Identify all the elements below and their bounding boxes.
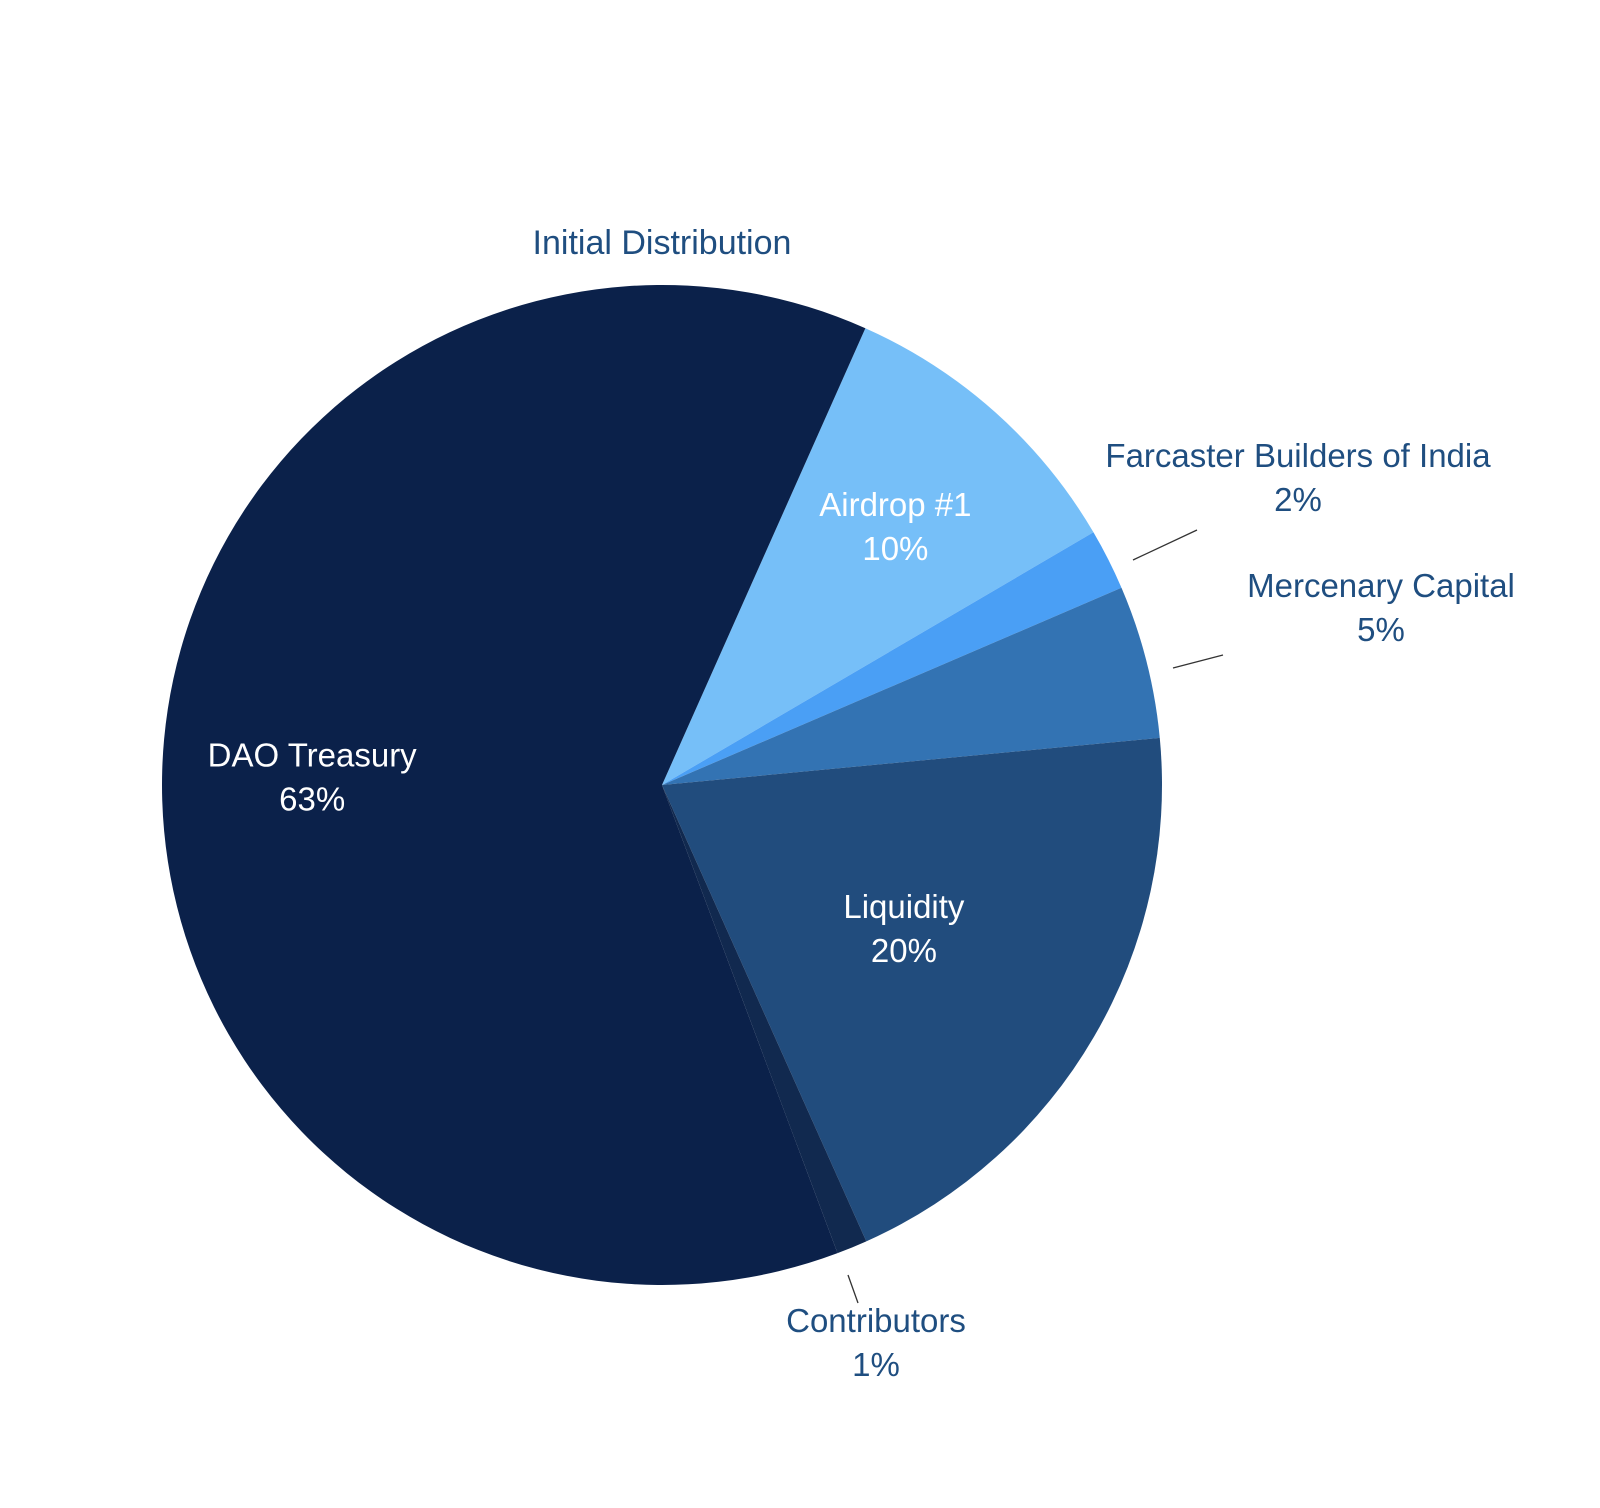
pie-slice-airdrop-1 bbox=[662, 328, 1094, 785]
pie-slice-mercenary-capital bbox=[662, 587, 1160, 785]
slice-label-contributors: Contributors bbox=[786, 1302, 966, 1339]
slice-value-liquidity: 20% bbox=[871, 932, 937, 969]
pie-slice-liquidity bbox=[662, 737, 1162, 1242]
pie-slice-farcaster-builders-of-india bbox=[662, 532, 1122, 785]
leader-line-mercenary-capital bbox=[1172, 654, 1224, 669]
leader-line-farcaster-builders-of-india bbox=[1132, 529, 1198, 561]
slice-value-airdrop-1: 10% bbox=[862, 530, 928, 567]
chart-title: Initial Distribution bbox=[533, 224, 792, 262]
slice-label-farcaster-builders-of-india: Farcaster Builders of India bbox=[1105, 437, 1491, 474]
pie-slice-dao-treasury bbox=[162, 284, 866, 1285]
slice-value-mercenary-capital: 5% bbox=[1357, 611, 1405, 648]
pie-slices bbox=[162, 284, 1162, 1285]
pie-slice-contributors bbox=[662, 785, 867, 1254]
leader-lines bbox=[847, 529, 1224, 1304]
slice-value-dao-treasury: 63% bbox=[279, 780, 345, 817]
slice-label-dao-treasury: DAO Treasury bbox=[208, 736, 418, 773]
slice-label-airdrop-1: Airdrop #1 bbox=[819, 486, 971, 523]
slice-value-contributors: 1% bbox=[852, 1346, 900, 1383]
leader-line-contributors bbox=[847, 1274, 859, 1304]
slice-value-farcaster-builders-of-india: 2% bbox=[1274, 481, 1322, 518]
slice-label-liquidity: Liquidity bbox=[843, 888, 965, 925]
slice-label-mercenary-capital: Mercenary Capital bbox=[1247, 567, 1515, 604]
slice-labels: Airdrop #1 10% Farcaster Builders of India… bbox=[208, 437, 1515, 1383]
